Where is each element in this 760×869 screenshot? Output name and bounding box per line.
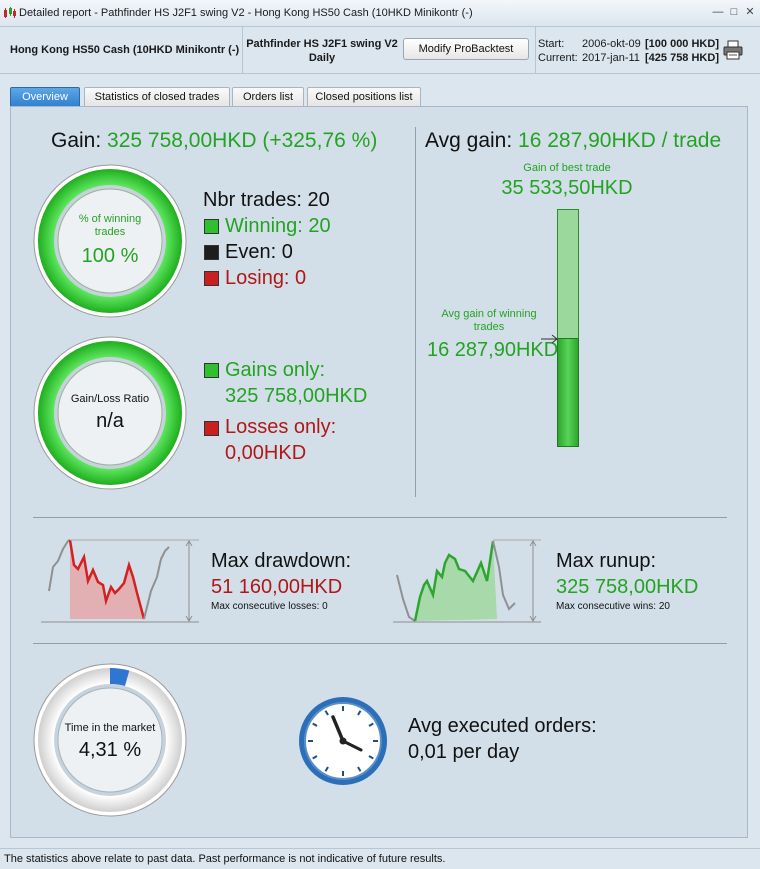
start-amount: [100 000 HKD] <box>645 38 719 50</box>
modify-probacktest-button[interactable]: Modify ProBacktest <box>403 38 529 60</box>
losses-only-label: Losses only: <box>225 416 337 438</box>
avg-gain-label: Avg gain: <box>425 129 513 152</box>
report-header: Hong Kong HS50 Cash (10HKD Minikontr (-)… <box>0 27 760 74</box>
max-consecutive-wins: Max consecutive wins: 20 <box>556 601 670 612</box>
winning-count: Winning: 20 <box>225 215 331 237</box>
max-drawdown-value: 51 160,00HKD <box>211 576 343 598</box>
system-name: Pathfinder HS J2F1 swing V2 <box>246 38 398 50</box>
avg-winning-caption-line2: trades <box>473 321 505 333</box>
winning-legend-swatch <box>204 219 219 234</box>
printer-icon[interactable] <box>722 40 744 60</box>
system-cell: Pathfinder HS J2F1 swing V2 Daily Modify… <box>243 27 536 74</box>
minimize-icon[interactable]: — <box>712 6 724 18</box>
ratio-ring-caption: Gain/Loss Ratio <box>70 393 150 405</box>
instrument-name: Hong Kong HS50 Cash (10HKD Minikontr (-) <box>10 44 240 56</box>
gains-only-label: Gains only: <box>225 359 326 381</box>
best-trade-value: 35 533,50HKD <box>501 177 633 199</box>
drawdown-sparkline <box>41 539 199 623</box>
winning-ring-caption-line1: % of winning <box>78 213 142 225</box>
market-ring-value: 4,31 % <box>78 739 142 761</box>
clock-icon <box>299 697 387 785</box>
section-divider-2 <box>33 643 727 644</box>
avg-gain-headline: Avg gain: 16 287,90HKD / trade <box>425 129 721 153</box>
avg-winning-value: 16 287,90HKD <box>427 339 559 361</box>
current-date: 2017-jan-11 <box>582 52 640 64</box>
arrow-right-icon <box>541 334 558 344</box>
close-icon[interactable]: ✕ <box>745 6 755 18</box>
even-count: Even: 0 <box>225 241 293 263</box>
winning-ring-caption: % of winning trades <box>51 213 169 239</box>
losing-count: Losing: 0 <box>225 267 307 289</box>
nbr-trades: Nbr trades: 20 <box>203 189 330 211</box>
time-in-market-ring <box>33 663 187 817</box>
avg-winning-caption: Avg gain of winning trades <box>431 308 547 334</box>
gain-headline: Gain: 325 758,00HKD (+325,76 %) <box>51 129 377 153</box>
avg-executed-orders-value: 0,01 per day <box>408 741 520 763</box>
runup-sparkline <box>393 539 541 623</box>
start-label: Start: <box>538 38 565 50</box>
dates-cell: Start: 2006-okt-09 [100 000 HKD] Current… <box>536 27 760 74</box>
instrument-cell: Hong Kong HS50 Cash (10HKD Minikontr (-) <box>0 27 243 74</box>
ratio-ring-value: n/a <box>96 410 124 432</box>
disclaimer-bar: The statistics above relate to past data… <box>0 848 760 869</box>
avg-gain-value: 16 287,90HKD / trade <box>518 129 722 152</box>
losing-legend-swatch <box>204 271 219 286</box>
tab-closed-positions-list[interactable]: Closed positions list <box>307 87 421 107</box>
max-runup-label: Max runup: <box>556 550 657 572</box>
avg-gain-bar-fill <box>557 338 579 447</box>
section-divider-1 <box>33 517 727 518</box>
losses-only-value: 0,00HKD <box>225 442 307 464</box>
window-title: Detailed report - Pathfinder HS J2F1 swi… <box>19 7 473 19</box>
max-consecutive-losses: Max consecutive losses: 0 <box>211 601 328 612</box>
overview-panel: Gain: 325 758,00HKD (+325,76 %) % of win… <box>10 106 748 838</box>
winning-ring-value: 100 % <box>81 245 139 267</box>
market-ring-caption: Time in the market <box>64 722 156 734</box>
tab-statistics-closed-trades[interactable]: Statistics of closed trades <box>84 87 230 107</box>
gains-only-value: 325 758,00HKD <box>225 385 368 407</box>
gain-value: 325 758,00HKD (+325,76 %) <box>107 129 378 152</box>
max-drawdown-label: Max drawdown: <box>211 550 352 572</box>
system-period: Daily <box>308 52 336 64</box>
gain-label: Gain: <box>51 129 102 152</box>
even-legend-swatch <box>204 245 219 260</box>
section-divider-vertical <box>415 127 416 497</box>
gain-loss-ratio-ring <box>33 336 187 490</box>
winning-trades-ring <box>33 164 187 318</box>
avg-winning-caption-line1: Avg gain of winning <box>441 308 537 320</box>
losses-legend-swatch <box>204 421 219 436</box>
tab-overview[interactable]: Overview <box>10 87 80 107</box>
maximize-icon[interactable]: □ <box>730 6 738 18</box>
max-runup-value: 325 758,00HKD <box>556 576 699 598</box>
gains-legend-swatch <box>204 363 219 378</box>
current-amount: [425 758 HKD] <box>645 52 719 64</box>
best-trade-caption: Gain of best trade <box>523 162 611 174</box>
candlestick-app-icon <box>4 7 16 18</box>
avg-executed-orders-label: Avg executed orders: <box>408 715 597 737</box>
disclaimer-text: The statistics above relate to past data… <box>4 853 446 865</box>
tab-orders-list[interactable]: Orders list <box>232 87 304 107</box>
title-bar: Detailed report - Pathfinder HS J2F1 swi… <box>0 0 760 27</box>
current-label: Current: <box>538 52 578 64</box>
start-date: 2006-okt-09 <box>582 38 641 50</box>
winning-ring-caption-line2: trades <box>94 226 126 238</box>
